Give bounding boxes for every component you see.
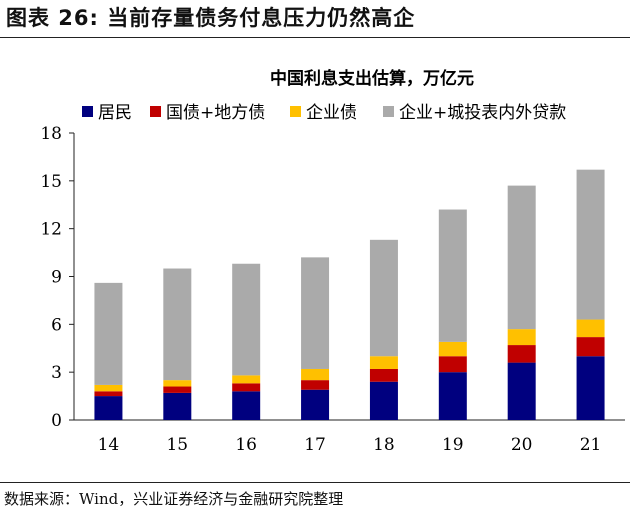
bar-segment-1-15	[163, 386, 192, 393]
x-tick-label: 15	[166, 435, 188, 455]
bar-segment-3-21	[576, 169, 605, 320]
x-tick-label: 19	[442, 435, 464, 455]
x-tick-label: 14	[98, 435, 120, 455]
bar-segment-2-16	[232, 375, 261, 384]
bar-segment-3-16	[232, 263, 261, 376]
bar-segment-2-15	[163, 380, 192, 387]
bars	[94, 169, 605, 420]
bar-segment-0-21	[576, 356, 605, 420]
bar-stack-19	[438, 209, 467, 420]
bar-segment-1-20	[507, 345, 536, 363]
bar-stack-18	[369, 239, 398, 420]
legend-swatch-0	[82, 106, 93, 117]
bar-segment-0-16	[232, 391, 261, 420]
bar-segment-0-19	[438, 372, 467, 420]
bar-segment-3-20	[507, 185, 536, 330]
x-tick-label: 17	[304, 435, 326, 455]
x-tick-label: 21	[580, 435, 602, 455]
bar-segment-1-19	[438, 356, 467, 373]
y-tick-label: 18	[40, 124, 62, 144]
bar-segment-3-15	[163, 268, 192, 381]
bar-segment-2-19	[438, 341, 467, 357]
y-tick-label: 12	[40, 220, 62, 240]
legend: 居民 国债+地方债 企业债 企业+城投表内外贷款	[82, 103, 566, 123]
bar-segment-3-19	[438, 209, 467, 342]
bottom-rule	[0, 482, 630, 483]
legend-label-0: 居民	[98, 103, 132, 123]
legend-label-3: 企业+城投表内外贷款	[399, 103, 566, 123]
bar-segment-2-21	[576, 319, 605, 338]
source-note: 数据来源：Wind，兴业证券经济与金融研究院整理	[4, 490, 344, 508]
bar-segment-3-18	[369, 239, 398, 357]
y-tick-label: 3	[51, 363, 62, 383]
bar-stack-14	[94, 282, 123, 420]
bar-stack-17	[301, 257, 330, 420]
x-tick-label: 18	[373, 435, 395, 455]
x-tick-label: 16	[235, 435, 257, 455]
bar-segment-0-20	[507, 362, 536, 420]
x-axis: 14 15 16 17 18 19 20 21	[98, 435, 602, 455]
y-tick-label: 6	[51, 315, 62, 335]
bar-segment-0-17	[301, 389, 330, 420]
legend-swatch-1	[150, 106, 161, 117]
y-tick-label: 9	[51, 268, 62, 288]
bar-stack-20	[507, 185, 536, 420]
bar-segment-1-17	[301, 380, 330, 390]
bar-segment-0-14	[94, 396, 123, 420]
figure-title: 图表 26: 当前存量债务付息压力仍然高企	[6, 6, 416, 30]
legend-swatch-2	[290, 106, 301, 117]
bar-stack-15	[163, 268, 192, 420]
bar-stack-21	[576, 169, 605, 420]
bar-stack-16	[232, 263, 261, 420]
bar-segment-2-14	[94, 384, 123, 392]
top-rule	[0, 37, 630, 38]
y-axis: 0 3 6 9 12 15 18	[40, 124, 625, 431]
bar-segment-2-20	[507, 329, 536, 346]
bar-segment-1-16	[232, 383, 261, 392]
bar-segment-2-17	[301, 368, 330, 381]
bar-segment-1-18	[369, 368, 398, 382]
bar-segment-3-14	[94, 282, 123, 385]
chart-title: 中国利息支出估算，万亿元	[270, 68, 474, 89]
bar-segment-2-18	[369, 356, 398, 369]
bar-segment-3-17	[301, 257, 330, 369]
legend-label-1: 国债+地方债	[166, 103, 265, 123]
bar-segment-0-15	[163, 392, 192, 420]
bar-segment-1-14	[94, 391, 123, 397]
bar-segment-1-21	[576, 337, 605, 357]
x-tick-label: 20	[511, 435, 533, 455]
y-tick-label: 15	[40, 172, 62, 192]
bar-segment-0-18	[369, 381, 398, 420]
legend-swatch-3	[383, 106, 394, 117]
legend-label-2: 企业债	[306, 103, 357, 123]
y-tick-label: 0	[51, 411, 62, 431]
